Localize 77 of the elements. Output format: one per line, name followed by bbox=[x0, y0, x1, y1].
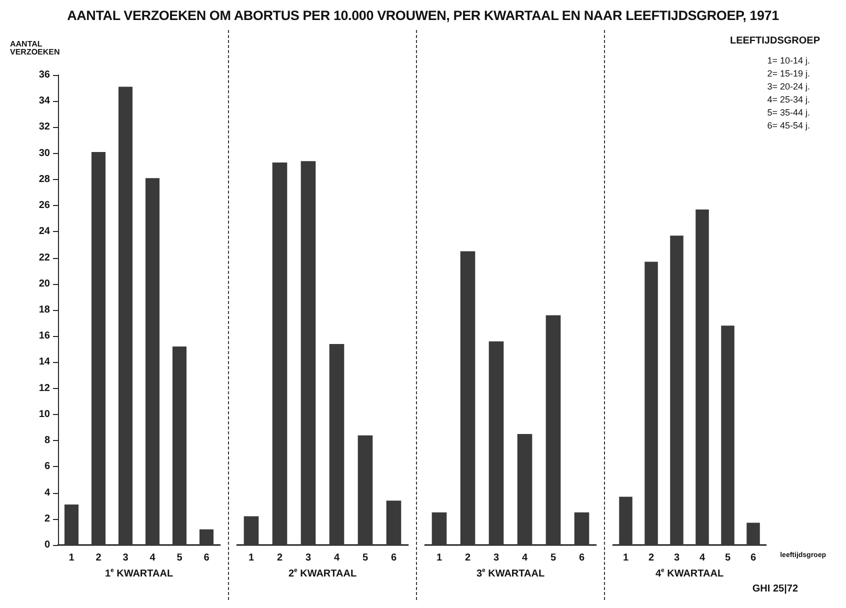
x-tick-label: 1 bbox=[68, 552, 75, 564]
x-tick-label: 5 bbox=[550, 552, 556, 564]
x-tick-label: 6 bbox=[390, 552, 397, 564]
text: AANTAL VERZOEKEN OM ABORTUS PER 10.000 VROUWEN, PER KWARTAAL EN NAAR LEEFTIJDSGROEP, 1971 bbox=[66, 8, 780, 25]
bar bbox=[460, 251, 476, 545]
text: 1= 10-14 j. bbox=[767, 56, 810, 66]
bar bbox=[488, 341, 504, 545]
x-tick-label: 2 bbox=[648, 552, 654, 564]
y-tick-label: 26 bbox=[38, 200, 50, 212]
y-tick-label: 20 bbox=[38, 278, 50, 290]
bar bbox=[272, 162, 288, 545]
bar bbox=[300, 161, 316, 545]
y-tick-label: 6 bbox=[44, 461, 50, 472]
text: 3= 20-24 j. bbox=[767, 82, 810, 92]
bar bbox=[696, 209, 709, 545]
bar bbox=[64, 504, 79, 545]
bar bbox=[432, 512, 447, 545]
bar bbox=[574, 512, 590, 545]
bar bbox=[244, 516, 259, 545]
bar bbox=[721, 326, 734, 545]
y-tick-label: 34 bbox=[38, 96, 50, 107]
x-tick-label: 5 bbox=[724, 552, 731, 564]
y-tick-label: 12 bbox=[38, 382, 50, 394]
y-tick-label: 32 bbox=[38, 122, 50, 133]
y-tick-label: 36 bbox=[38, 70, 50, 80]
text: 5= 35-44 j. bbox=[767, 108, 810, 118]
y-tick-label: 4 bbox=[44, 487, 50, 498]
x-tick-label: 3 bbox=[122, 552, 129, 564]
y-tick-label: 14 bbox=[38, 356, 50, 368]
y-tick-label: 8 bbox=[44, 435, 50, 446]
bar bbox=[670, 236, 684, 545]
bar bbox=[517, 434, 532, 545]
y-tick-label: 30 bbox=[38, 148, 50, 159]
x-tick-label: 3 bbox=[674, 552, 680, 564]
x-tick-label: 6 bbox=[204, 552, 210, 564]
x-tick-label: 2 bbox=[464, 552, 471, 564]
y-tick-label: 0 bbox=[44, 540, 50, 550]
text: 4= 25-34 j. bbox=[767, 94, 810, 104]
x-tick-label: 2 bbox=[276, 552, 283, 564]
x-tick-label: 1 bbox=[436, 552, 442, 564]
bar bbox=[145, 178, 160, 545]
x-tick-label: 6 bbox=[578, 552, 585, 564]
bar bbox=[546, 315, 561, 545]
x-tick-label: 3 bbox=[305, 552, 312, 564]
bar bbox=[172, 346, 187, 545]
y-tick-label: 18 bbox=[38, 304, 50, 316]
x-tick-label: 6 bbox=[750, 552, 756, 564]
x-tick-label: 3 bbox=[493, 552, 500, 564]
y-tick-label: 28 bbox=[38, 174, 50, 185]
bar bbox=[358, 435, 373, 545]
y-tick-label: 24 bbox=[38, 226, 50, 238]
bar bbox=[329, 344, 344, 545]
x-tick-label: 1 bbox=[248, 552, 254, 564]
x-tick-label: 4 bbox=[150, 552, 156, 564]
bar bbox=[118, 86, 133, 545]
x-tick-label: 2 bbox=[96, 552, 102, 564]
text: 6= 45-54 j. bbox=[767, 120, 810, 130]
bar bbox=[199, 529, 214, 545]
y-tick-label: 10 bbox=[38, 408, 50, 420]
y-tick-label: 2 bbox=[44, 513, 50, 524]
text: 2= 15-19 j. bbox=[767, 68, 810, 78]
legend-title: LEEFTIJDSGROEP bbox=[730, 36, 820, 46]
x-tick-label: 1 bbox=[622, 552, 629, 564]
bar bbox=[386, 500, 402, 545]
x-tick-label: 4 bbox=[522, 552, 528, 564]
y-tick-label: 22 bbox=[38, 252, 50, 264]
x-tick-label: 5 bbox=[176, 552, 183, 564]
y-axis-title: AANTAL VERZOEKEN bbox=[10, 40, 60, 56]
text: GHI 25|72 bbox=[752, 584, 798, 594]
bar bbox=[746, 522, 760, 545]
bar bbox=[644, 262, 658, 545]
x-tick-label: 4 bbox=[334, 552, 340, 564]
bar bbox=[619, 496, 632, 545]
bar bbox=[91, 152, 106, 545]
y-tick-label: 16 bbox=[38, 330, 50, 342]
x-tick-label: 4 bbox=[699, 552, 706, 564]
x-tick-label: 5 bbox=[362, 552, 368, 564]
